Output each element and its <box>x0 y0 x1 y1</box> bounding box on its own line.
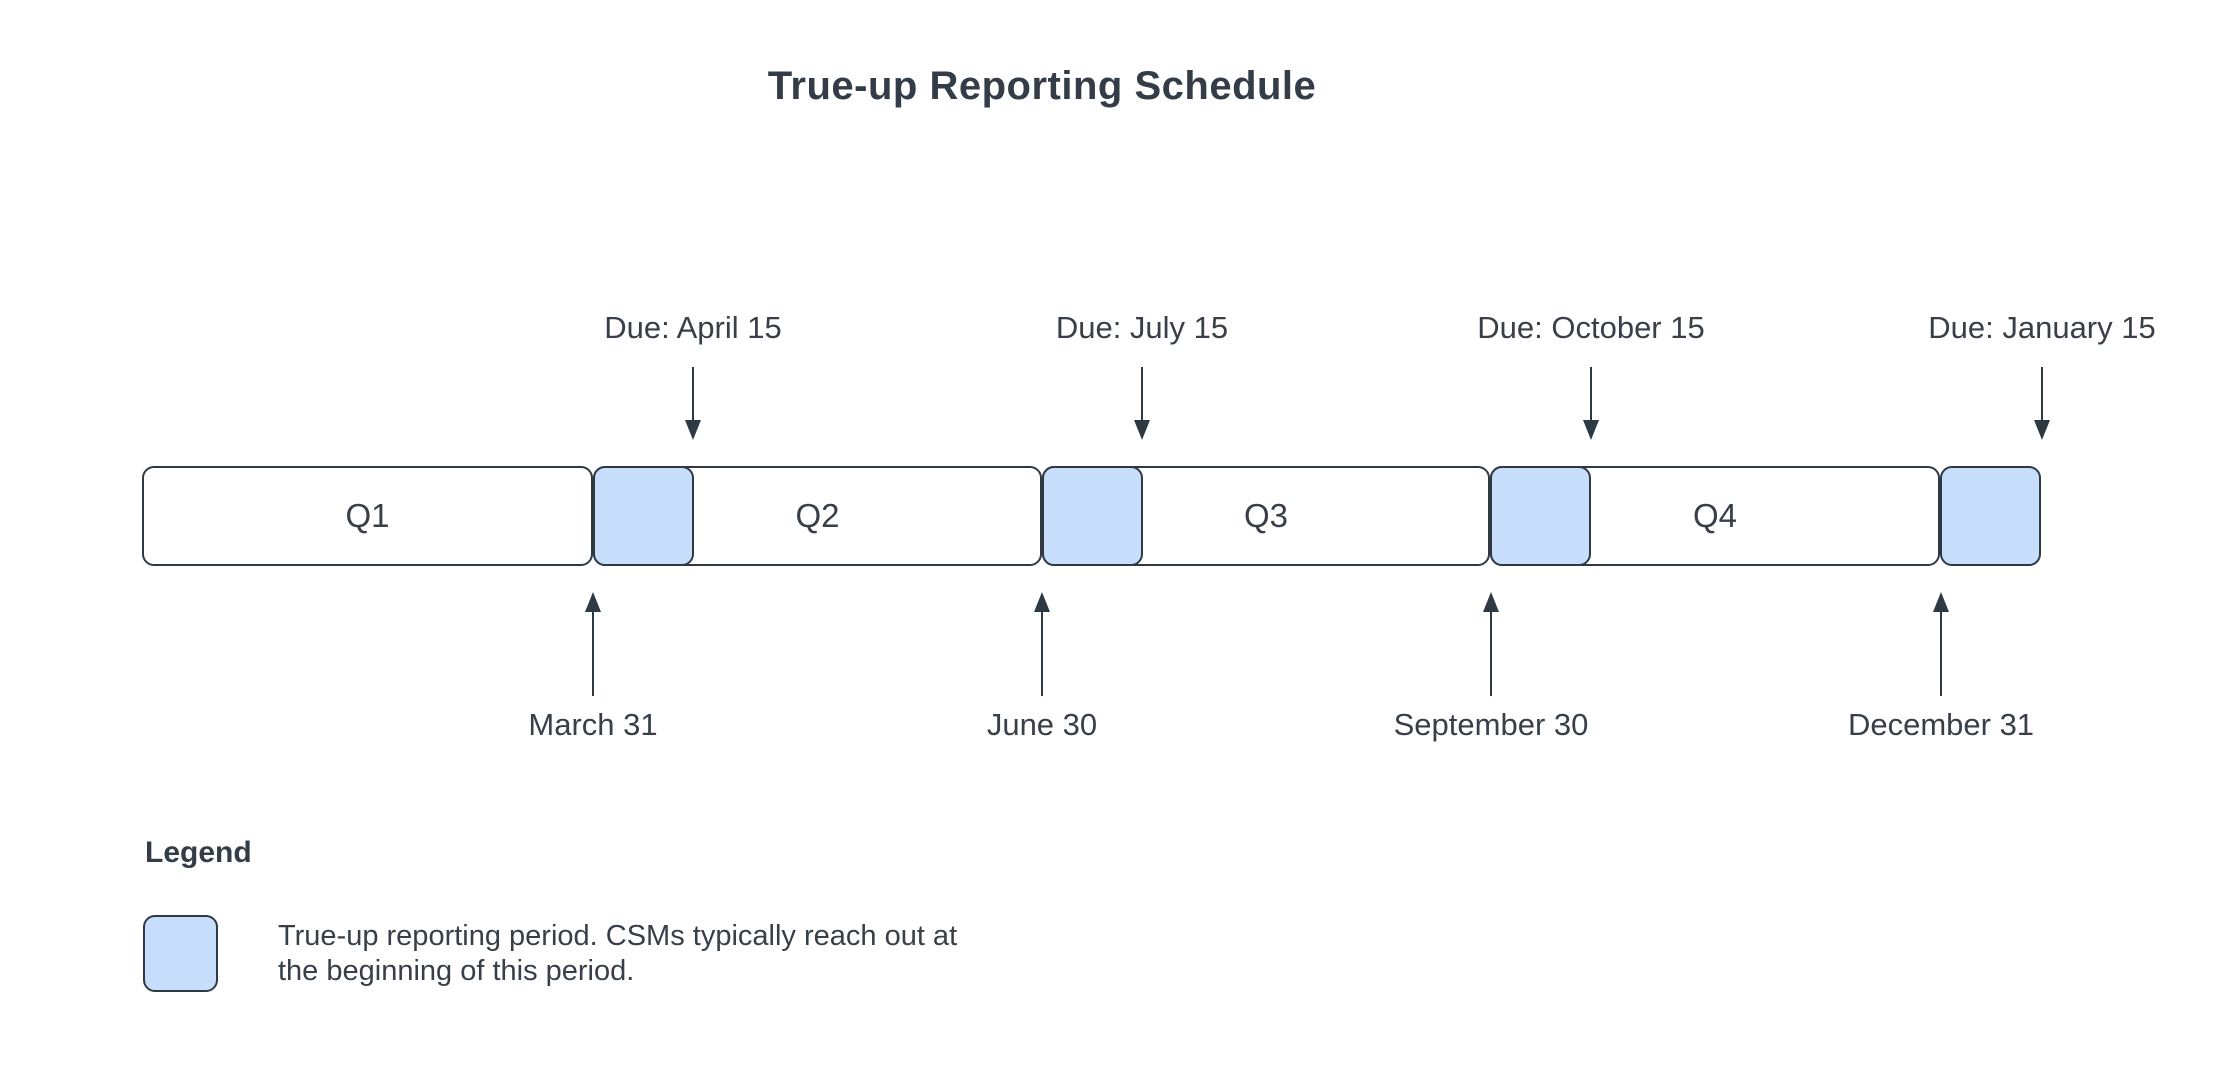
quarter-end-arrow-up-icon <box>1933 592 1949 696</box>
page-title: True-up Reporting Schedule <box>767 64 1317 108</box>
true-up-period-box <box>1042 466 1143 566</box>
quarter-end-date-label: March 31 <box>528 707 658 742</box>
legend-true-up-swatch <box>143 915 218 992</box>
due-date-label: Due: July 15 <box>1055 310 1229 345</box>
timeline-bar: Q1 Q2 Q3 Q4 <box>142 466 2042 566</box>
legend-description-line: True-up reporting period. CSMs typically… <box>278 920 958 952</box>
due-arrow-down-icon <box>1134 367 1150 440</box>
quarter-label: Q1 <box>345 497 390 534</box>
due-date-label: Due: April 15 <box>604 310 782 345</box>
legend-description: True-up reporting period. CSMs typically… <box>278 919 957 989</box>
due-arrow-down-icon <box>1583 367 1599 440</box>
due-date-label: Due: October 15 <box>1477 310 1705 345</box>
quarter-end-arrow-up-icon <box>1483 592 1499 696</box>
quarter-label: Q3 <box>1243 497 1289 534</box>
quarter-box-q1: Q1 <box>142 466 593 566</box>
quarter-end-date-label: December 31 <box>1847 707 2035 742</box>
quarter-end-arrow-up-icon <box>585 592 601 696</box>
legend-description-line: the beginning of this period. <box>278 955 635 987</box>
due-arrow-down-icon <box>2034 367 2050 440</box>
true-up-period-box <box>593 466 694 566</box>
quarter-end-arrow-up-icon <box>1034 592 1050 696</box>
quarter-end-date-label: September 30 <box>1393 707 1589 742</box>
true-up-period-box <box>1940 466 2041 566</box>
due-arrow-down-icon <box>685 367 701 440</box>
quarter-label: Q4 <box>1692 497 1738 534</box>
quarter-end-date-label: June 30 <box>986 707 1098 742</box>
due-date-label: Due: January 15 <box>1928 310 2156 345</box>
quarter-label: Q2 <box>795 497 840 534</box>
legend-heading: Legend <box>145 836 252 869</box>
true-up-period-box <box>1490 466 1591 566</box>
